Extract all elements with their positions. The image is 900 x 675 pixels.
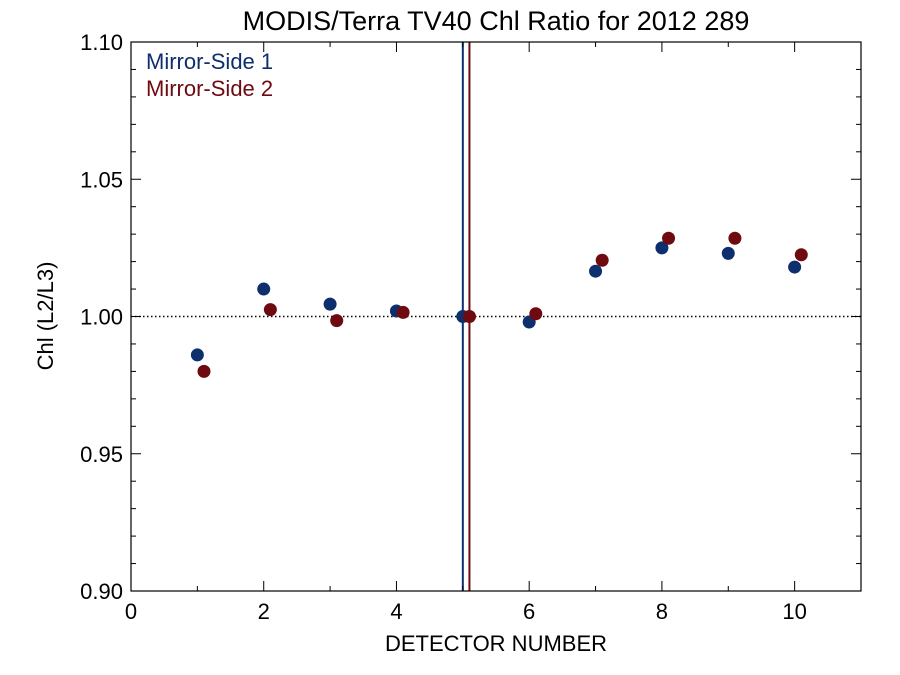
data-points	[190, 231, 808, 378]
x-tick-labels: 0 2 4 6 8 10	[125, 599, 807, 624]
y-tick-label: 1.00	[80, 305, 123, 330]
x-tick-label: 2	[258, 599, 270, 624]
legend-entry-1: Mirror-Side 1	[146, 49, 273, 74]
series-1-point-1	[190, 348, 204, 362]
series-2-point-7	[595, 253, 609, 267]
series-1-point-7	[589, 264, 603, 278]
y-tick-labels: 0.90 0.95 1.00 1.05 1.10	[80, 30, 123, 604]
series-2-point-10	[794, 248, 808, 262]
series-2-point-1	[197, 364, 211, 378]
y-tick-label: 0.95	[80, 442, 123, 467]
series-1-point-2	[257, 282, 271, 296]
y-tick-label: 1.10	[80, 30, 123, 55]
series-2-point-4	[396, 305, 410, 319]
series-2-point-2	[263, 303, 277, 317]
y-tick-label: 0.90	[80, 579, 123, 604]
legend-entry-2: Mirror-Side 2	[146, 76, 273, 101]
series-2-point-3	[330, 314, 344, 328]
series-2-point-8	[662, 231, 676, 245]
x-tick-label: 4	[390, 599, 402, 624]
series-1-point-10	[788, 260, 802, 274]
y-tick-label: 1.05	[80, 167, 123, 192]
x-tick-label: 6	[523, 599, 535, 624]
axis-ticks	[130, 41, 861, 592]
series-1-point-9	[721, 246, 735, 260]
series-2-point-9	[728, 231, 742, 245]
series-2-point-6	[529, 307, 543, 321]
x-tick-label: 0	[125, 599, 137, 624]
y-axis-label: Chl (L2/L3)	[33, 262, 58, 371]
series-2-point-5	[462, 310, 476, 323]
x-tick-label: 8	[656, 599, 668, 624]
x-tick-label: 10	[782, 599, 806, 624]
series-1-point-3	[323, 297, 337, 311]
series-1-point-8	[655, 241, 669, 255]
chart-title: MODIS/Terra TV40 Chl Ratio for 2012 289	[243, 6, 750, 36]
x-axis-label: DETECTOR NUMBER	[385, 631, 607, 656]
